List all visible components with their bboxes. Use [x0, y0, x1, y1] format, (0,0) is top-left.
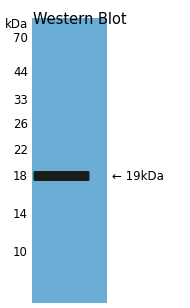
- Text: 33: 33: [13, 95, 28, 107]
- FancyBboxPatch shape: [33, 171, 89, 181]
- Text: Western Blot: Western Blot: [33, 12, 126, 27]
- Text: 22: 22: [13, 144, 28, 156]
- Text: 26: 26: [13, 119, 28, 132]
- Text: 44: 44: [13, 66, 28, 79]
- Text: 10: 10: [13, 246, 28, 260]
- Text: kDa: kDa: [5, 18, 28, 30]
- Text: 14: 14: [13, 209, 28, 221]
- Bar: [32, 18, 107, 303]
- Text: 70: 70: [13, 31, 28, 44]
- Text: 18: 18: [13, 169, 28, 183]
- Text: ← 19kDa: ← 19kDa: [112, 169, 164, 183]
